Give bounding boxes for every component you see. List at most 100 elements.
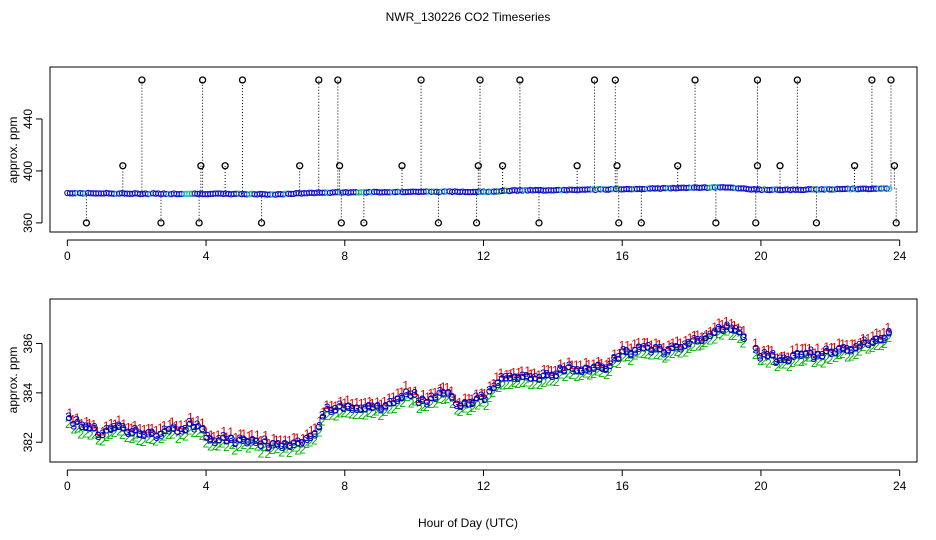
spike-point: [195, 219, 203, 227]
series-1-point: 1: [865, 332, 872, 346]
series-2-point: 2: [269, 443, 276, 457]
series-2-point: 2: [519, 376, 526, 390]
series-1-point: 1: [262, 429, 269, 443]
series-1-point: 1: [462, 391, 469, 405]
series-3-point: 3: [856, 339, 863, 353]
series-1-point: 1: [752, 336, 759, 350]
series-1-point: 1: [131, 419, 138, 433]
reference-point: [448, 394, 456, 401]
series-2-point: 2: [653, 348, 660, 362]
series-2-point: 2: [478, 396, 485, 410]
reference-point: [319, 413, 327, 420]
reference-point: [90, 424, 98, 432]
series-3-point: 3: [628, 348, 635, 362]
reference-point: [315, 423, 322, 431]
series-3-point: 3: [519, 369, 526, 383]
reference-point: [286, 442, 293, 449]
reference-point: [561, 367, 568, 374]
series-2-point: 2: [827, 353, 834, 367]
series-1-point: 1: [691, 329, 698, 343]
series-2-point: 2: [165, 428, 172, 442]
top-x-tick-label: 0: [64, 249, 71, 263]
top-y-axis-label: approx. ppm: [6, 117, 20, 184]
reference-point: [673, 343, 680, 351]
series-2-point: 2: [674, 345, 681, 359]
reference-point: [494, 379, 501, 387]
bottom-y-tick-label: 384: [21, 383, 35, 403]
reference-point: [95, 431, 102, 439]
bottom-data-marks: 1231231231231231231231231231231231231231…: [65, 314, 893, 461]
series-3-point: 3: [416, 395, 423, 409]
series-3-point: 3: [870, 335, 877, 349]
reference-point: [165, 426, 173, 433]
bottom-x-tick-label: 24: [893, 479, 907, 493]
series-3-point: 3: [79, 419, 86, 433]
series-2-point: 2: [203, 437, 210, 451]
series-1-point: 1: [432, 386, 439, 400]
series-3-point: 3: [681, 338, 688, 352]
series-3-point: 3: [732, 322, 739, 336]
series-1-point: 1: [237, 427, 244, 441]
series-1-point: 1: [583, 356, 590, 370]
series-2-point: 2: [179, 428, 186, 442]
reference-point: [532, 375, 539, 382]
spike-point: [498, 162, 507, 170]
series-1-point: 1: [448, 384, 455, 398]
series-1-point: 1: [294, 431, 301, 445]
series-1-point: 1: [362, 396, 369, 410]
series-1-point: 1: [507, 367, 514, 381]
series-1-point: 1: [232, 431, 239, 445]
series-1-point: 1: [83, 415, 90, 429]
series-1-point: 1: [518, 364, 525, 378]
series-1-point: 1: [304, 427, 311, 441]
spike-point: [850, 162, 859, 170]
series-3-point: 3: [803, 348, 810, 362]
series-1-point: 1: [503, 367, 510, 381]
series-2-point: 2: [366, 406, 373, 420]
series-3-point: 3: [757, 351, 764, 365]
series-1-point: 1: [167, 417, 174, 431]
series-2-point: 2: [648, 349, 655, 363]
series-3-point: 3: [847, 344, 854, 358]
series-2-point: 2: [124, 431, 131, 445]
reference-point: [540, 372, 547, 379]
series-2-point: 2: [878, 339, 885, 353]
reference-point: [261, 438, 268, 445]
reference-point: [194, 423, 202, 430]
series-1-point: 1: [67, 406, 74, 420]
series-2-point: 2: [99, 434, 106, 448]
series-2-point: 2: [644, 348, 651, 362]
series-2-point: 2: [844, 350, 851, 364]
spike-point: [296, 162, 304, 170]
series-1-point: 1: [420, 388, 427, 402]
series-3-point: 3: [91, 421, 98, 435]
series-2-point: 2: [344, 406, 351, 420]
series-3-point: 3: [408, 388, 415, 402]
series-2-point: 2: [594, 365, 601, 379]
series-3-point: 3: [707, 328, 714, 342]
series-3-point: 3: [170, 421, 177, 435]
series-3-point: 3: [244, 435, 251, 449]
top-x-tick-label: 16: [616, 249, 630, 263]
series-1-point: 1: [566, 355, 573, 369]
series-3-point: 3: [83, 420, 90, 434]
series-2-point: 2: [801, 354, 808, 368]
series-3-point: 3: [228, 432, 235, 446]
reference-point: [856, 343, 863, 350]
series-2-point: 2: [669, 347, 676, 361]
series-2-point: 2: [219, 436, 226, 450]
reference-point: [145, 429, 152, 436]
series-2-point: 2: [404, 390, 411, 404]
series-3-point: 3: [673, 341, 680, 355]
series-1-point: 1: [187, 410, 194, 424]
series-1-point: 1: [644, 336, 651, 350]
spike-point: [138, 76, 146, 84]
series-1-point: 1: [606, 355, 613, 369]
top-y-tick-label: 440: [21, 109, 35, 129]
series-3-point: 3: [798, 348, 805, 362]
series-2-point: 2: [740, 337, 747, 351]
series-1-point: 1: [682, 333, 689, 347]
series-1-point: 1: [137, 421, 144, 435]
spike-point: [892, 219, 900, 227]
